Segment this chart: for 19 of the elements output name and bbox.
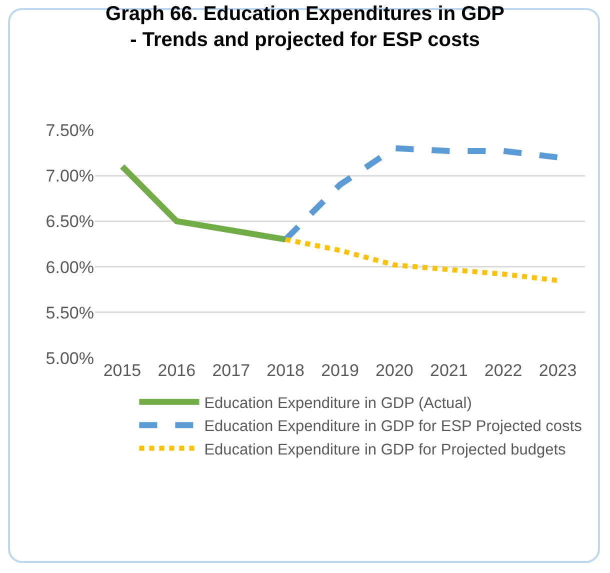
y-tick-label: 7.50% — [46, 120, 94, 140]
y-tick-label: 5.50% — [46, 303, 94, 322]
y-tick-label: 7.00% — [46, 166, 94, 186]
x-tick-label: 2023 — [538, 361, 577, 380]
y-tick-label: 6.00% — [46, 258, 94, 277]
chart-title: Graph 66. Education Expenditures in GDP - Trends and projected for ESP costs — [106, 3, 504, 52]
x-tick-label: 2022 — [484, 361, 522, 380]
y-tick-label: 5.00% — [46, 348, 94, 368]
y-tick-label: 6.50% — [46, 212, 94, 232]
legend-label: Education Expenditure in GDP for Projected budgets — [204, 441, 566, 458]
legend-label: Education Expenditure in GDP (Actual) — [204, 394, 472, 412]
legend-label: Education Expenditure in GDP for ESP Projected costs — [204, 418, 582, 436]
x-tick-label: 2016 — [158, 361, 196, 380]
x-tick-label: 2015 — [103, 361, 142, 380]
x-tick-label: 2017 — [212, 361, 250, 380]
x-tick-label: 2020 — [376, 361, 414, 380]
x-tick-label: 2018 — [266, 361, 304, 380]
x-tick-label: 2021 — [430, 361, 468, 380]
x-tick-label: 2019 — [321, 361, 359, 380]
